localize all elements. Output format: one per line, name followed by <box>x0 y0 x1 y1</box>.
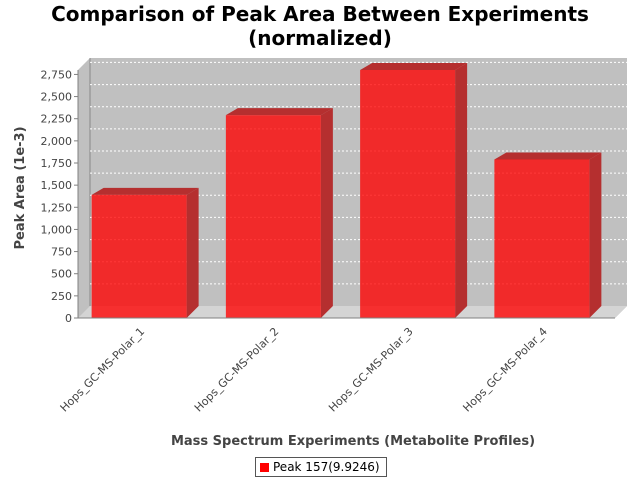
bar-top-face <box>360 63 468 70</box>
chart-title-line-2: (normalized) <box>248 26 392 50</box>
bar-front-face <box>91 194 187 318</box>
x-tick-label: Hops_GC-MS-Polar_2 <box>192 325 282 415</box>
plot-floor <box>78 306 627 318</box>
y-axis: 0 250 500 750 1,000 1,250 1,500 1,750 2,000 2,250… <box>41 68 79 325</box>
y-tick-label: 2,500 <box>41 91 73 104</box>
bar-side-face <box>589 152 602 318</box>
chart-title-line-1: Comparison of Peak Area Between Experime… <box>51 2 589 26</box>
x-axis-label: Mass Spectrum Experiments (Metabolite Pr… <box>171 434 535 449</box>
y-tick-label: 750 <box>51 246 72 259</box>
legend-swatch <box>260 462 269 472</box>
x-axis: Hops_GC-MS-Polar_1 Hops_GC-MS-Polar_2 Hops… <box>58 325 550 415</box>
bar-front-face <box>360 70 456 318</box>
y-tick-label: 500 <box>51 268 72 281</box>
legend-label: Peak 157(9.9246) <box>273 460 380 474</box>
bar-top-face <box>91 187 199 195</box>
chart-title: Comparison of Peak Area Between Experime… <box>0 2 640 50</box>
y-tick-label: 250 <box>51 290 72 303</box>
x-tick-label: Hops_GC-MS-Polar_3 <box>326 325 416 415</box>
bar-top-face <box>225 108 333 116</box>
bar <box>225 108 333 319</box>
bar <box>494 152 602 318</box>
bar-top-face <box>494 152 602 160</box>
y-tick-label: 1,250 <box>41 201 73 214</box>
y-tick-label: 1,500 <box>41 179 73 192</box>
y-tick-label: 2,750 <box>41 68 73 81</box>
bars <box>78 63 615 319</box>
bar-front-face <box>494 159 590 318</box>
legend: Peak 157(9.9246) <box>255 457 387 477</box>
plot-background <box>78 58 627 318</box>
y-tick-label: 1,750 <box>41 157 73 170</box>
y-tick-label: 2,250 <box>41 113 73 126</box>
y-tick-label: 2,000 <box>41 135 73 148</box>
bar <box>360 63 468 318</box>
y-tick-label: 1,000 <box>41 223 73 236</box>
bar-side-face <box>320 108 333 319</box>
x-tick-label: Hops_GC-MS-Polar_4 <box>460 325 550 415</box>
bar-side-face <box>455 63 468 318</box>
y-axis-label: Peak Area (1e-3) <box>13 126 28 249</box>
plot-area <box>78 58 627 318</box>
bar-side-face <box>186 187 199 318</box>
y-tick-label: 0 <box>65 312 72 325</box>
x-tick-label: Hops_GC-MS-Polar_1 <box>58 325 148 415</box>
bar-front-face <box>225 115 321 319</box>
bar <box>91 187 199 318</box>
